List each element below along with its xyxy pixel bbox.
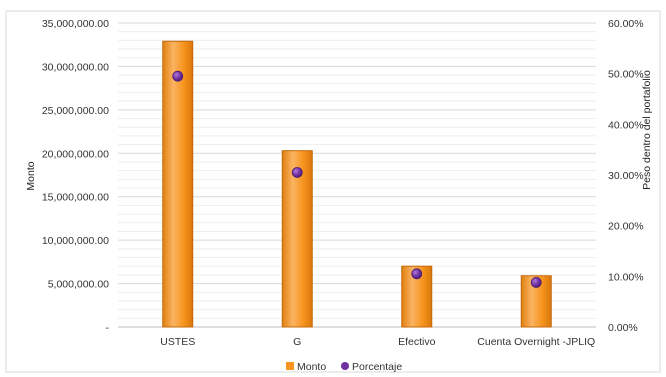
bar-monto: [162, 40, 194, 328]
bar-monto: [281, 150, 313, 328]
right-axis-title: Peso dentro del portafolio: [641, 70, 653, 190]
bars: [162, 40, 552, 328]
right-y-tick-label: 0.00%: [608, 322, 638, 334]
left-y-axis: - 5,000,000.00 10,000,000.00 15,000,000.00 2…: [42, 18, 110, 334]
bar-monto: [401, 265, 433, 328]
x-axis: USTES G Efectivo Cuenta Overnight -JPLIQ: [160, 336, 595, 348]
legend-porcentaje-label: Porcentaje: [352, 361, 402, 373]
legend-porcentaje-swatch: [341, 362, 349, 370]
right-y-tick-label: 10.00%: [608, 271, 644, 283]
right-y-tick-label: 50.00%: [608, 69, 644, 81]
left-axis-title: Monto: [25, 161, 37, 190]
x-tick-label: Efectivo: [398, 336, 436, 348]
legend-monto-swatch: [286, 362, 294, 370]
x-tick-label: G: [293, 336, 301, 348]
marker-porcentaje: [172, 70, 184, 82]
right-y-tick-label: 20.00%: [608, 221, 644, 233]
x-tick-label: USTES: [160, 336, 195, 348]
right-y-tick-label: 40.00%: [608, 119, 644, 131]
legend: Monto Porcentaje: [286, 361, 402, 373]
marker-porcentaje: [291, 167, 303, 178]
markers: [172, 70, 542, 288]
left-y-tick-label: 20,000,000.00: [42, 148, 109, 160]
left-y-tick-label: 25,000,000.00: [42, 105, 109, 117]
gridlines: [118, 22, 596, 328]
right-y-tick-label: 30.00%: [608, 170, 644, 182]
marker-porcentaje: [530, 277, 542, 288]
left-y-tick-label: 30,000,000.00: [42, 61, 109, 73]
x-tick-label: Cuenta Overnight -JPLIQ: [477, 336, 595, 348]
legend-monto-label: Monto: [297, 361, 326, 373]
right-y-tick-label: 60.00%: [608, 18, 644, 30]
left-y-tick-label: -: [106, 322, 110, 334]
right-y-axis: 0.00% 10.00% 20.00% 30.00% 40.00% 50.00% 60.00…: [608, 18, 644, 334]
left-y-tick-label: 15,000,000.00: [42, 192, 109, 204]
marker-porcentaje: [411, 268, 423, 280]
left-y-tick-label: 10,000,000.00: [42, 235, 109, 247]
left-y-tick-label: 35,000,000.00: [42, 18, 109, 30]
left-y-tick-label: 5,000,000.00: [48, 279, 109, 291]
